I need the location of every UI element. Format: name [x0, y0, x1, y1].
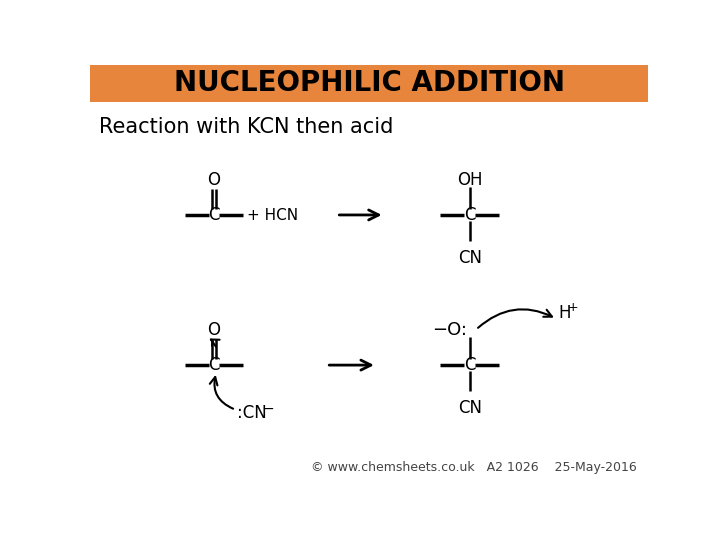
Text: O: O — [207, 171, 220, 188]
Text: C: C — [208, 356, 220, 374]
Text: :CN: :CN — [238, 404, 267, 422]
Text: NUCLEOPHILIC ADDITION: NUCLEOPHILIC ADDITION — [174, 69, 564, 97]
FancyBboxPatch shape — [90, 65, 648, 102]
Text: +: + — [567, 301, 578, 314]
Text: C: C — [464, 356, 475, 374]
Text: −: − — [262, 402, 274, 416]
Text: OH: OH — [457, 171, 482, 188]
Text: Reaction with KCN then acid: Reaction with KCN then acid — [99, 117, 394, 137]
Text: −O:: −O: — [433, 321, 467, 340]
Text: O: O — [207, 321, 220, 339]
Text: C: C — [464, 206, 475, 224]
Text: H: H — [559, 303, 572, 322]
Text: CN: CN — [458, 249, 482, 267]
Text: C: C — [208, 206, 220, 224]
Text: CN: CN — [458, 399, 482, 417]
Text: + HCN: + HCN — [246, 208, 297, 223]
Text: © www.chemsheets.co.uk   A2 1026    25-May-2016: © www.chemsheets.co.uk A2 1026 25-May-20… — [311, 462, 637, 475]
